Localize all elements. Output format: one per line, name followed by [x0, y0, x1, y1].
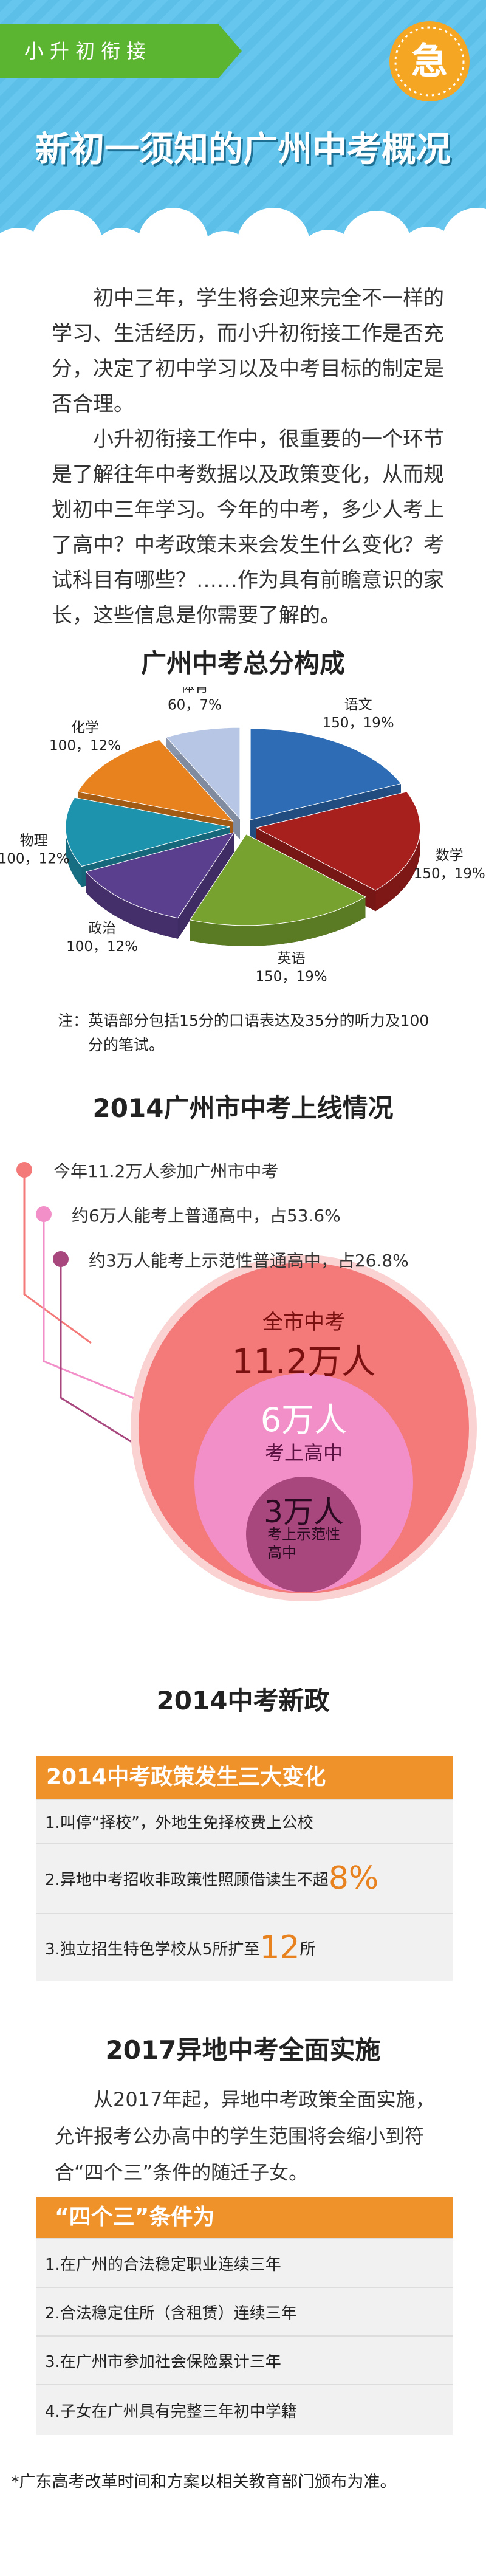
row-highlight: 8%: [328, 1860, 379, 1897]
header-decor: [0, 21, 486, 267]
condition-row: 1.在广州的合法稳定职业连续三年: [36, 2238, 453, 2287]
slice-edge: [177, 832, 234, 939]
slice-group: [255, 791, 421, 912]
stat-item: 今年11.2万人参加广州市中考: [53, 1161, 279, 1181]
badge-circle: [389, 21, 470, 101]
slice-category: 化学: [71, 720, 99, 736]
slice-category: 体育: [180, 687, 208, 695]
policy-box: 2014中考政策发生三大变化 1.叫停“择校”，外地生免择校费上公校 2.异地中…: [36, 1756, 453, 1981]
connector: [23, 1170, 92, 1344]
circle-value: 11.2万人: [231, 1342, 376, 1382]
remote-paragraph: 从2017年起，异地中考政策全面实施，允许报考公办高中的学生范围将会缩小到符合“…: [55, 2088, 435, 2184]
slice-category: 物理: [20, 833, 48, 848]
slice-group: [189, 834, 366, 946]
slice-label: 150，19%: [256, 969, 327, 984]
row-text: 3.独立招生特色学校从5所扩至: [45, 1940, 260, 1959]
slice-label: 60，7%: [168, 698, 222, 713]
row-highlight: 12: [259, 1929, 300, 1966]
slice: [77, 739, 234, 822]
intro-paragraph: 初中三年，学生将会迎来完全不一样的学习、生活经历，而小升初衔接工作是否充分，决定…: [52, 286, 444, 416]
section-title: 2014中考新政: [156, 1686, 330, 1716]
conditions-box: “四个三”条件为 1.在广州的合法稳定职业连续三年 2.合法稳定住所（含租赁）连…: [36, 2197, 453, 2435]
row-text: 3.在广州市参加社会保险累计三年: [45, 2352, 281, 2371]
tag-text: 小升初衔接: [24, 39, 152, 63]
slice: [85, 831, 235, 919]
enrollment-graphic: [16, 1162, 477, 1601]
condition-row: 2.合法稳定住所（含租赁）连续三年: [36, 2287, 453, 2335]
pie-chart: 语文 150，19% 数学 150，19% 英语 150，19% 政治 100，12% 物理 10…: [0, 687, 485, 984]
slice-label: 150，19%: [414, 866, 485, 882]
bullet: [16, 1162, 32, 1178]
condition-row: 3.在广州市参加社会保险累计三年: [36, 2335, 453, 2384]
badge-ring: [394, 26, 465, 97]
circle-label: 全市中考: [262, 1310, 345, 1334]
circle-value: 6万人: [260, 1401, 347, 1439]
policy-row: 3.独立招生特色学校从5所扩至 12 所: [36, 1913, 453, 1981]
condition-row: 4.子女在广州具有完整三年初中学籍: [36, 2384, 453, 2435]
slice-label: 100，12%: [49, 738, 121, 754]
badge-text: 急: [411, 40, 448, 83]
row-text: 4.子女在广州具有完整三年初中学籍: [45, 2402, 297, 2421]
slice: [165, 727, 241, 820]
bullet: [53, 1251, 69, 1267]
row-text: 所: [299, 1940, 316, 1959]
slice-category: 英语: [278, 950, 306, 966]
policy-row: 1.叫停“择校”，外地生免择校费上公校: [36, 1799, 453, 1843]
slice: [255, 791, 421, 891]
chart-title: 广州中考总分构成: [140, 648, 345, 678]
box-heading: “四个三”条件为: [36, 2197, 453, 2238]
slice-side: [375, 791, 420, 912]
footer-note: *广东高考改革时间和方案以相关教育部门颁布为准。: [11, 2473, 397, 2492]
circle-label: 考上示范性高中: [267, 1526, 340, 1561]
slice-label: 150，19%: [323, 715, 394, 731]
stat-item: 约3万人能考上示范性普通高中，占26.8%: [89, 1251, 409, 1271]
inner-circle: [246, 1477, 361, 1592]
slice: [65, 797, 230, 867]
slice-category: 语文: [344, 697, 372, 713]
slice-side: [86, 871, 178, 939]
circle-label: 考上高中: [264, 1441, 343, 1465]
row-text: 1.叫停“择校”，外地生免择校费上公校: [45, 1813, 313, 1832]
slice-category: 政治: [88, 921, 116, 936]
row-text: 2.合法稳定住所（含租赁）连续三年: [45, 2304, 297, 2323]
section-title: 2014广州市中考上线情况: [92, 1093, 394, 1123]
row-text: 2.异地中考招收非政策性照顾借读生不超: [45, 1870, 329, 1889]
circle-value: 3万人: [264, 1494, 344, 1530]
slice-side: [190, 896, 366, 946]
stat-item: 约6万人能考上普通高中，占53.6%: [72, 1206, 341, 1226]
intro-paragraph: 小升初衔接工作中，很重要的一个环节是了解往年中考数据以及政策变化，从而规划初中三…: [52, 427, 444, 628]
page-title: 新初一须知的广州中考概况: [35, 129, 451, 170]
chart-note: 注：英语部分包括15分的口语表达及35分的听力及100分的笔试。: [58, 1012, 430, 1054]
policy-row: 2.异地中考招收非政策性照顾借读生不超 8%: [36, 1843, 453, 1913]
tag-shape: [0, 24, 242, 78]
slice: [250, 728, 402, 820]
slice-label: 100，12%: [0, 851, 70, 867]
slice-category: 数学: [436, 848, 464, 864]
slice-label: 100，12%: [66, 939, 138, 955]
box-heading: 2014中考政策发生三大变化: [36, 1756, 453, 1799]
section-title: 2017异地中考全面实施: [105, 2035, 381, 2065]
cloud: [0, 208, 486, 267]
row-text: 1.在广州的合法稳定职业连续三年: [45, 2255, 281, 2274]
bullet: [36, 1206, 52, 1222]
slice-group: [85, 831, 235, 939]
slice: [189, 834, 366, 926]
